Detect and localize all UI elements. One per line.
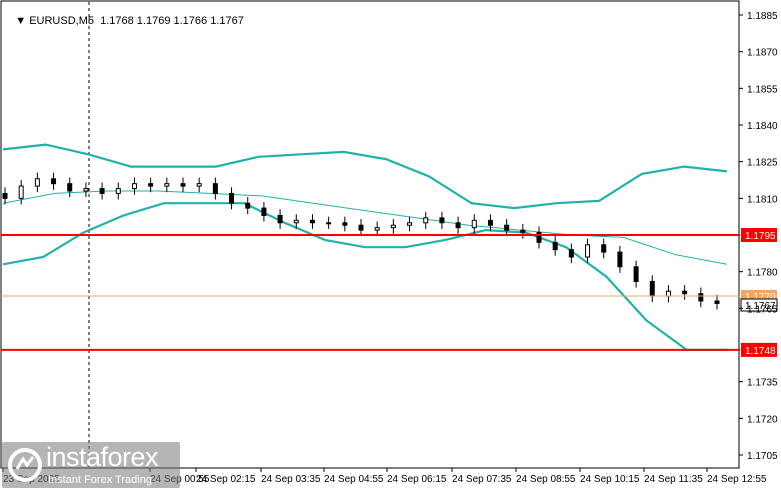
symbol-name: EURUSD,M5 <box>29 15 94 27</box>
candle <box>682 285 688 300</box>
instaforex-watermark: instaforex Instant Forex Trading <box>2 442 180 488</box>
candle <box>245 197 251 215</box>
candle <box>229 187 235 210</box>
time-tick-label: 24 Sep 10:15 <box>580 474 640 485</box>
candle <box>358 219 364 237</box>
current-price-label: 1.1767 <box>745 301 776 312</box>
watermark-tagline: Instant Forex Trading <box>48 474 152 486</box>
current-price-box <box>740 298 778 312</box>
candle <box>633 260 639 288</box>
time-tick-label: 24 Sep 07:35 <box>452 474 512 485</box>
price-tick-label: 1.1870 <box>747 48 778 59</box>
candle <box>131 177 137 195</box>
candle <box>277 209 283 229</box>
candle <box>390 219 396 234</box>
time-tick-label: 24 Sep 06:15 <box>387 474 447 485</box>
level-price-label-0: 1.1795 <box>745 231 776 242</box>
price-axis: 1.1885 1.1870 1.1855 1.1840 1.1825 1.1810 1.17… <box>739 11 778 462</box>
ohlc-values: 1.1768 1.1769 1.1766 1.1767 <box>100 15 244 27</box>
candle <box>164 177 170 193</box>
collapse-triangle-icon[interactable]: ▼ <box>15 15 30 27</box>
level-price-box-1 <box>741 342 777 357</box>
price-tick-label: 1.1735 <box>747 378 778 389</box>
candle <box>148 177 154 193</box>
candle <box>552 236 558 256</box>
price-tick-label: 1.1705 <box>747 451 778 462</box>
candle <box>83 182 89 198</box>
price-tick-label: 1.1765 <box>747 304 778 315</box>
candle <box>487 214 493 232</box>
candle <box>212 177 218 200</box>
bollinger-bands <box>2 143 728 351</box>
candle <box>374 221 380 237</box>
time-tick-label: 24 Sep 04:55 <box>324 474 384 485</box>
candle <box>196 177 202 193</box>
time-tick-label: 24 Sep 03:35 <box>261 474 321 485</box>
time-tick-label: 24 Sep 08:55 <box>516 474 576 485</box>
candle <box>99 182 105 200</box>
candle <box>67 177 73 198</box>
candle <box>585 238 591 264</box>
symbol-header: ▼ EURUSD,M5 1.1768 1.1769 1.1766 1.1767 <box>3 3 244 39</box>
level-price-box-0 <box>741 228 777 242</box>
bollinger-lower-line <box>2 202 727 351</box>
price-tick-label: 1.1885 <box>747 11 778 22</box>
candle <box>617 246 623 273</box>
candle <box>2 187 8 205</box>
candle <box>536 226 542 249</box>
candle <box>293 214 299 229</box>
price-tick-label: 1.1855 <box>747 84 778 95</box>
price-tick-label: 1.1810 <box>747 194 778 205</box>
candle <box>180 177 186 193</box>
candle <box>439 211 445 229</box>
candle <box>504 219 510 237</box>
watermark-brand: instaforex <box>46 442 159 472</box>
instaforex-logo-icon <box>8 448 42 482</box>
candle <box>407 216 413 232</box>
candle <box>455 216 461 234</box>
candle <box>568 243 574 264</box>
candle <box>714 294 720 310</box>
candle <box>51 172 57 190</box>
candle <box>309 214 315 229</box>
candle <box>18 180 24 205</box>
candle <box>520 224 526 239</box>
time-tick-label: 24 Sep 02:15 <box>196 474 256 485</box>
candle <box>698 287 704 308</box>
bollinger-upper-line <box>2 143 728 210</box>
candle <box>423 211 429 229</box>
bollinger-middle-line <box>2 190 728 265</box>
candle <box>115 182 121 200</box>
candle <box>326 216 332 229</box>
candle <box>342 216 348 232</box>
time-tick-label: 24 Sep 12:55 <box>707 474 767 485</box>
candle <box>471 214 477 234</box>
price-tick-label: 1.1825 <box>747 158 778 169</box>
time-tick-label: 24 Sep 11:35 <box>644 474 703 485</box>
price-tick-label: 1.1840 <box>747 121 778 132</box>
candle <box>261 202 267 222</box>
level-price-label-1: 1.1748 <box>745 346 776 357</box>
candle <box>601 238 607 259</box>
last-price-label: 1.1770 <box>745 292 776 303</box>
price-tick-label: 1.1780 <box>747 268 778 279</box>
candle <box>34 172 40 193</box>
price-tick-label: 1.1720 <box>747 414 778 425</box>
